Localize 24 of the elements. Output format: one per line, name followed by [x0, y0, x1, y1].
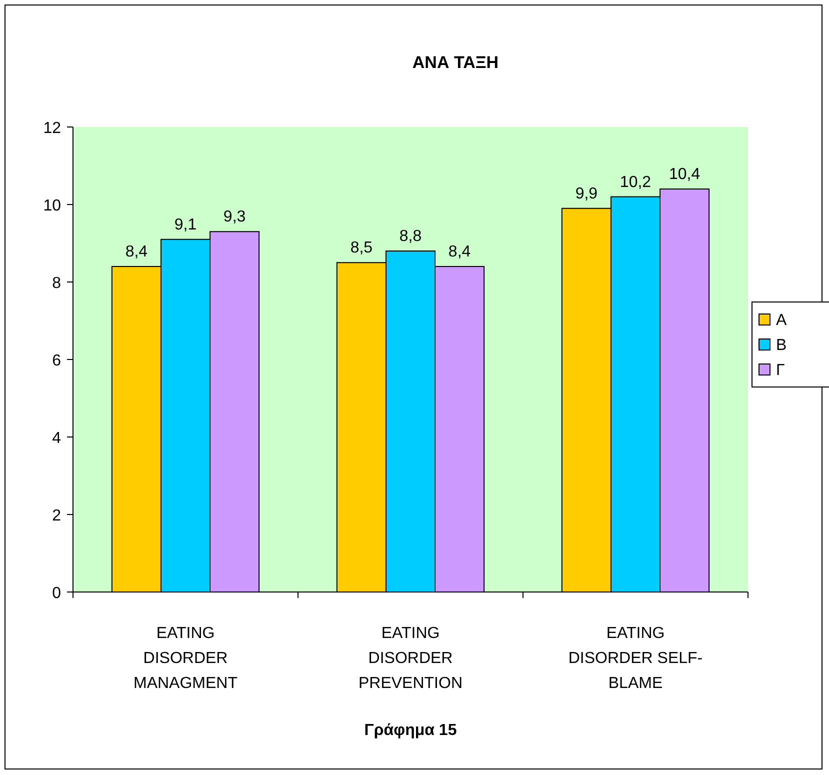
x-tick-label: EATING DISORDER PREVENTION [358, 625, 463, 692]
y-tick-label: 2 [52, 508, 62, 524]
data-label: 8,5 [350, 240, 373, 257]
chart-title: ΑΝΑ ΤΑΞΗ [412, 53, 499, 72]
data-label: 8,4 [125, 244, 148, 260]
y-tick-label: 6 [52, 352, 62, 370]
data-label: 10,2 [620, 174, 652, 191]
y-tick-label: 10 [43, 198, 62, 214]
x-tick-label: EATING DISORDER SELF-BLAME [568, 625, 703, 692]
data-label: 10,4 [668, 166, 700, 183]
legend-label: Β [776, 337, 787, 354]
y-tick-label: 12 [43, 120, 62, 137]
data-label: 9,3 [223, 208, 246, 226]
data-label: 9,9 [575, 185, 598, 202]
x-tick-label: EATING DISORDER MANAGMENT [134, 625, 238, 692]
data-label: 9,1 [174, 216, 197, 234]
y-tick-label: 8 [52, 275, 62, 292]
data-label: 8,4 [448, 244, 471, 260]
legend-label: Γ [776, 362, 785, 379]
text: Γράφημα 15 [364, 722, 457, 739]
y-tick-label: 0 [52, 585, 62, 602]
y-tick-label: 4 [52, 430, 62, 447]
data-label: 8,8 [399, 228, 422, 245]
legend-label: Α [776, 312, 787, 329]
